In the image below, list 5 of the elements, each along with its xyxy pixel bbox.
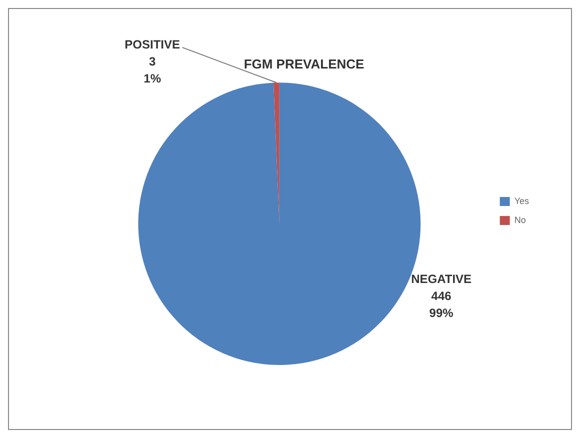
data-label: POSITIVE 3 1% — [124, 38, 180, 86]
legend-label: No — [514, 214, 526, 225]
data-label: NEGATIVE 446 99% — [411, 272, 472, 320]
legend-label: Yes — [514, 196, 530, 206]
text: FGM PREVALENCE — [244, 56, 365, 72]
